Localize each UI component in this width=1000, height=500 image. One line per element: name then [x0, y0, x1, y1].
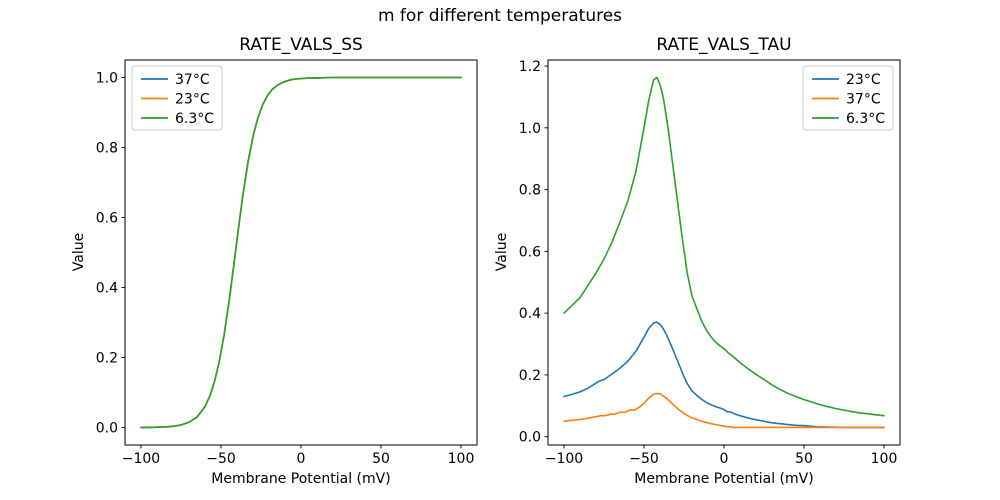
legend-box	[131, 65, 223, 131]
legend-label: 37°C	[846, 92, 881, 108]
y-tick-label: 1.0	[96, 71, 118, 87]
axes-RATE_VALS_TAU: −100 −50 0 50 100 0.0 0.2 0.4 0.6 0.8 1.0 1.2 23°C 37…	[519, 59, 901, 467]
left-y-axis-label: Value	[71, 232, 87, 272]
y-tick-label: 0.0	[519, 430, 541, 446]
y-tick-label: 0.6	[519, 244, 541, 260]
x-tick-label: −100	[122, 451, 160, 467]
y-tick-label: 0.6	[96, 211, 118, 227]
legend-label: 6.3°C	[175, 111, 214, 127]
series-line-6.3°C	[563, 76, 885, 417]
y-tick-label: 0.2	[519, 368, 541, 384]
y-tick-label: 1.2	[519, 59, 541, 75]
y-tick-label: 1.0	[519, 121, 541, 137]
right-y-axis-label: Value	[494, 232, 510, 272]
legend-label: 6.3°C	[846, 111, 885, 127]
right-subplot-title: RATE_VALS_TAU	[656, 35, 792, 55]
y-tick-label: 0.4	[96, 281, 118, 297]
figure-suptitle: m for different temperatures	[377, 6, 623, 26]
left-x-axis-label: Membrane Potential (mV)	[211, 471, 391, 487]
x-tick-label: 50	[372, 451, 390, 467]
left-subplot-title: RATE_VALS_SS	[239, 35, 363, 55]
x-tick-label: −100	[545, 451, 583, 467]
y-tick-label: 0.0	[96, 421, 118, 437]
series-line-23°C	[563, 321, 885, 429]
x-tick-label: 0	[297, 451, 306, 467]
right-x-axis-label: Membrane Potential (mV)	[634, 471, 814, 487]
series-line-6.3°C	[140, 76, 462, 429]
legend-label: 23°C	[846, 72, 881, 88]
series-line-37°C	[563, 392, 885, 429]
x-tick-label: −50	[629, 451, 659, 467]
axes-spines	[124, 59, 478, 446]
legend-box	[802, 65, 894, 131]
x-tick-label: −50	[206, 451, 236, 467]
x-tick-label: 100	[871, 451, 898, 467]
y-tick-label: 0.8	[96, 141, 118, 157]
axes-RATE_VALS_SS: −100 −50 0 50 100 0.0 0.2 0.4 0.6 0.8 1.0 37°C 23°C 6…	[96, 59, 478, 467]
x-tick-label: 50	[795, 451, 813, 467]
x-tick-label: 0	[720, 451, 729, 467]
axes-spines	[547, 59, 901, 446]
legend-label: 37°C	[175, 72, 210, 88]
x-tick-label: 100	[448, 451, 475, 467]
y-tick-label: 0.4	[519, 306, 541, 322]
legend-label: 23°C	[175, 92, 210, 108]
y-tick-label: 0.8	[519, 183, 541, 199]
y-tick-label: 0.2	[96, 351, 118, 367]
